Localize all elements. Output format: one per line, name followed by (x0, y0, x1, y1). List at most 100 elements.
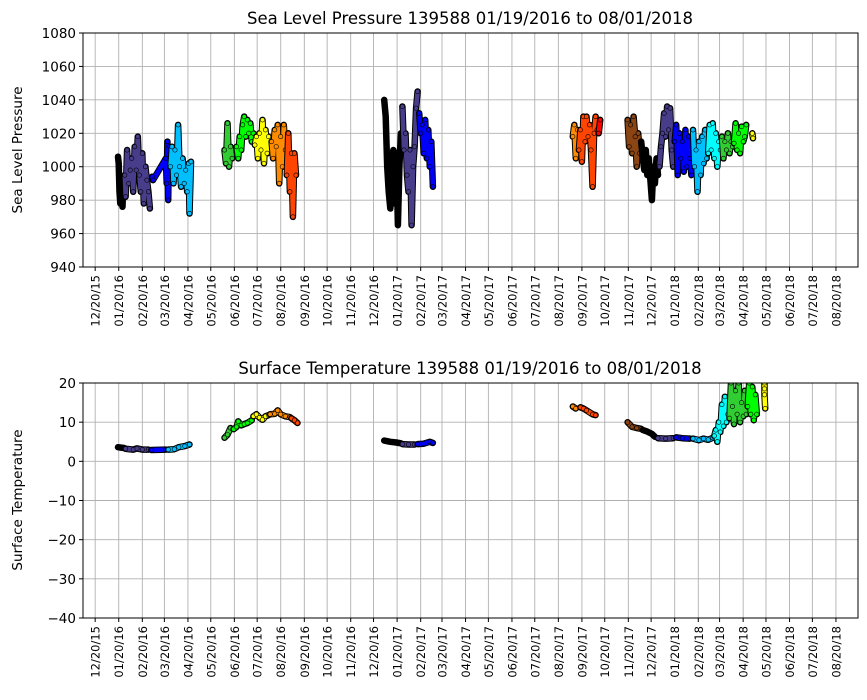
data-point (267, 411, 273, 417)
data-point (596, 130, 602, 136)
data-point (266, 134, 272, 140)
data-point (188, 159, 194, 165)
data-point (115, 154, 121, 160)
data-point (570, 134, 576, 140)
y-tick-label: 1040 (42, 93, 76, 109)
x-tick-label: 09/20/16 (298, 275, 312, 327)
data-point (401, 147, 407, 153)
data-series (114, 383, 769, 454)
data-point (383, 114, 389, 120)
data-point (282, 413, 288, 419)
data-point (705, 150, 711, 156)
data-point (259, 417, 265, 423)
data-point (164, 139, 170, 145)
x-tick-label: 01/20/18 (668, 275, 682, 327)
data-point (136, 172, 142, 178)
data-point (736, 383, 742, 386)
y-tick-label: 1080 (42, 26, 76, 42)
data-point (762, 405, 768, 411)
y-tick-label: −30 (48, 572, 77, 588)
data-point (124, 147, 130, 153)
data-point (235, 155, 241, 161)
data-point (390, 147, 396, 153)
data-point (133, 167, 139, 173)
series-seg-20 (690, 127, 709, 195)
data-point (625, 117, 631, 123)
x-tick-label: 08/20/18 (829, 626, 843, 678)
data-point (743, 122, 749, 128)
data-point (762, 383, 767, 386)
data-point (746, 383, 752, 386)
x-tick-label: 06/20/16 (228, 626, 242, 678)
y-tick-label: 1060 (42, 59, 76, 75)
y-tick-label: −40 (48, 611, 77, 627)
y-tick-label: 1020 (42, 126, 76, 142)
data-point (127, 167, 133, 173)
data-point (409, 222, 415, 228)
data-point (168, 164, 174, 170)
data-point (183, 167, 189, 173)
data-point (139, 447, 145, 453)
data-point (733, 120, 739, 126)
data-point (632, 134, 638, 140)
data-point (122, 172, 128, 178)
axes-frame (82, 32, 859, 268)
data-point (750, 135, 756, 141)
data-point (293, 172, 299, 178)
data-point (725, 130, 731, 136)
data-point (399, 441, 405, 447)
data-point (269, 139, 275, 145)
data-point (583, 407, 589, 413)
data-point (135, 134, 141, 140)
y-tick-label: 980 (50, 193, 76, 209)
data-point (187, 211, 193, 217)
data-point (717, 429, 723, 435)
data-point (731, 421, 737, 427)
x-tick-label: 03/20/18 (713, 626, 727, 678)
x-tick-label: 04/20/18 (737, 626, 751, 678)
data-point (259, 117, 265, 123)
data-point (726, 150, 732, 156)
data-point (631, 114, 637, 120)
data-point (679, 435, 685, 441)
data-point (238, 147, 244, 153)
y-tick-label: 10 (59, 415, 76, 431)
data-point (134, 445, 140, 451)
x-tick-label: 01/20/17 (391, 275, 405, 327)
data-point (253, 134, 259, 140)
data-point (234, 144, 240, 150)
data-point (244, 420, 250, 426)
data-point (396, 164, 402, 170)
x-tick-label: 05/20/16 (204, 275, 218, 327)
data-point (711, 155, 717, 161)
data-point (413, 105, 419, 111)
data-point (225, 432, 231, 438)
x-tick-label: 02/20/16 (136, 626, 150, 678)
data-point (178, 184, 184, 190)
data-point (685, 134, 691, 140)
data-point (261, 160, 267, 166)
x-tick-label: 01/20/17 (391, 626, 405, 678)
data-point (278, 411, 284, 417)
data-point (646, 155, 652, 161)
data-point (713, 427, 719, 433)
data-point (428, 139, 434, 145)
data-point (399, 104, 405, 110)
data-point (588, 147, 594, 153)
y-tick-label: 940 (50, 260, 76, 276)
data-point (655, 435, 661, 441)
data-point (626, 144, 632, 150)
data-point (387, 439, 393, 445)
x-tick-label: 06/20/18 (783, 275, 797, 327)
data-point (405, 189, 411, 195)
data-point (644, 172, 650, 178)
data-point (722, 139, 728, 145)
data-point (172, 147, 178, 153)
data-point (243, 134, 249, 140)
data-point (742, 134, 748, 140)
data-point (640, 155, 646, 161)
data-point (634, 164, 640, 170)
data-point (165, 447, 171, 453)
data-point (696, 139, 702, 145)
